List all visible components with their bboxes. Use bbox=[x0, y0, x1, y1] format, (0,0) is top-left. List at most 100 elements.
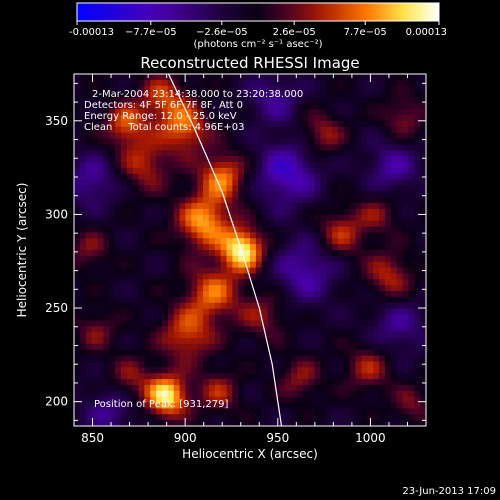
heatmap-cell bbox=[349, 85, 356, 92]
heatmap-cell bbox=[167, 173, 175, 180]
heatmap-cell bbox=[285, 150, 292, 157]
heatmap-cell bbox=[132, 91, 139, 98]
heatmap-cell bbox=[85, 74, 92, 81]
heatmap-cell bbox=[97, 402, 104, 409]
heatmap-cell bbox=[308, 396, 315, 403]
heatmap-cell bbox=[308, 226, 315, 233]
heatmap-cell bbox=[226, 144, 233, 151]
heatmap-cell bbox=[232, 203, 239, 210]
heatmap-cell bbox=[291, 79, 298, 87]
heatmap-cell bbox=[214, 103, 222, 110]
heatmap-cell bbox=[326, 343, 333, 351]
heatmap-cell bbox=[250, 373, 257, 380]
heatmap-cell bbox=[396, 173, 403, 180]
heatmap-cell bbox=[361, 173, 368, 180]
heatmap-cell bbox=[267, 85, 274, 92]
heatmap-cell bbox=[191, 250, 198, 257]
heatmap-cell bbox=[255, 85, 263, 92]
heatmap-cell bbox=[126, 97, 134, 104]
heatmap-cell bbox=[126, 132, 134, 139]
heatmap-cell bbox=[250, 273, 257, 280]
heatmap-cell bbox=[320, 314, 327, 321]
heatmap-cell bbox=[103, 291, 110, 298]
heatmap-cell bbox=[144, 208, 151, 216]
heatmap-cell bbox=[138, 367, 145, 374]
heatmap-cell bbox=[232, 308, 239, 315]
heatmap-cell bbox=[343, 162, 351, 169]
heatmap-cell bbox=[191, 343, 198, 351]
heatmap-cell bbox=[314, 291, 321, 298]
heatmap-cell bbox=[144, 115, 151, 122]
heatmap-cell bbox=[296, 379, 304, 386]
heatmap-cell bbox=[343, 156, 351, 163]
heatmap-cell bbox=[109, 279, 116, 286]
heatmap-cell bbox=[396, 361, 403, 368]
heatmap-cell bbox=[314, 138, 321, 145]
heatmap-cell bbox=[326, 267, 333, 274]
heatmap-cell bbox=[320, 302, 327, 310]
heatmap-cell bbox=[103, 132, 110, 139]
heatmap-cell bbox=[390, 74, 398, 81]
heatmap-cell bbox=[338, 302, 345, 310]
heatmap-cell bbox=[208, 167, 216, 175]
heatmap-cell bbox=[220, 396, 227, 403]
heatmap-cell bbox=[150, 320, 157, 327]
heatmap-cell bbox=[167, 361, 175, 368]
heatmap-cell bbox=[355, 279, 362, 286]
heatmap-cell bbox=[285, 408, 292, 415]
heatmap-cell bbox=[109, 420, 116, 426]
heatmap-cell bbox=[185, 396, 192, 403]
heatmap-cell bbox=[85, 349, 92, 356]
heatmap-cell bbox=[185, 338, 192, 345]
heatmap-cell bbox=[285, 402, 292, 409]
heatmap-cell bbox=[103, 203, 110, 210]
heatmap-cell bbox=[402, 150, 409, 157]
heatmap-cell bbox=[396, 120, 403, 128]
heatmap-cell bbox=[291, 115, 298, 122]
heatmap-cell bbox=[408, 349, 415, 356]
heatmap-cell bbox=[343, 408, 351, 415]
heatmap-cell bbox=[250, 156, 257, 163]
heatmap-cell bbox=[232, 420, 239, 426]
heatmap-cell bbox=[291, 332, 298, 339]
heatmap-cell bbox=[326, 144, 333, 151]
heatmap-cell bbox=[314, 197, 321, 204]
heatmap-cell bbox=[390, 85, 398, 92]
heatmap-cell bbox=[361, 120, 368, 128]
heatmap-cell bbox=[302, 261, 310, 268]
heatmap-cell bbox=[85, 179, 92, 186]
heatmap-cell bbox=[167, 167, 175, 175]
heatmap-cell bbox=[74, 285, 81, 292]
heatmap-cell bbox=[343, 373, 351, 380]
heatmap-cell bbox=[332, 197, 339, 204]
heatmap-cell bbox=[197, 402, 204, 409]
heatmap-cell bbox=[232, 79, 239, 87]
heatmap-cell bbox=[208, 91, 216, 98]
heatmap-cell bbox=[179, 255, 186, 263]
heatmap-cell bbox=[97, 156, 104, 163]
heatmap-cell bbox=[220, 132, 227, 139]
heatmap-cell bbox=[173, 308, 180, 315]
heatmap-cell bbox=[402, 349, 409, 356]
heatmap-cell bbox=[408, 332, 415, 339]
heatmap-cell bbox=[338, 74, 345, 81]
heatmap-cell bbox=[132, 126, 139, 134]
heatmap-cell bbox=[138, 355, 145, 362]
heatmap-cell bbox=[361, 85, 368, 92]
heatmap-cell bbox=[273, 332, 280, 339]
heatmap-cell bbox=[402, 179, 409, 186]
heatmap-cell bbox=[132, 349, 139, 356]
heatmap-cell bbox=[109, 314, 116, 321]
heatmap-cell bbox=[261, 244, 268, 251]
heatmap-cell bbox=[390, 238, 398, 245]
heatmap-cell bbox=[273, 109, 280, 116]
heatmap-cell bbox=[167, 414, 175, 421]
heatmap-cell bbox=[379, 408, 386, 415]
heatmap-cell bbox=[173, 420, 180, 426]
heatmap-cell bbox=[214, 408, 222, 415]
heatmap-cell bbox=[338, 308, 345, 315]
heatmap-cell bbox=[109, 244, 116, 251]
heatmap-cell bbox=[349, 197, 356, 204]
heatmap-cell bbox=[314, 109, 321, 116]
heatmap-cell bbox=[332, 285, 339, 292]
